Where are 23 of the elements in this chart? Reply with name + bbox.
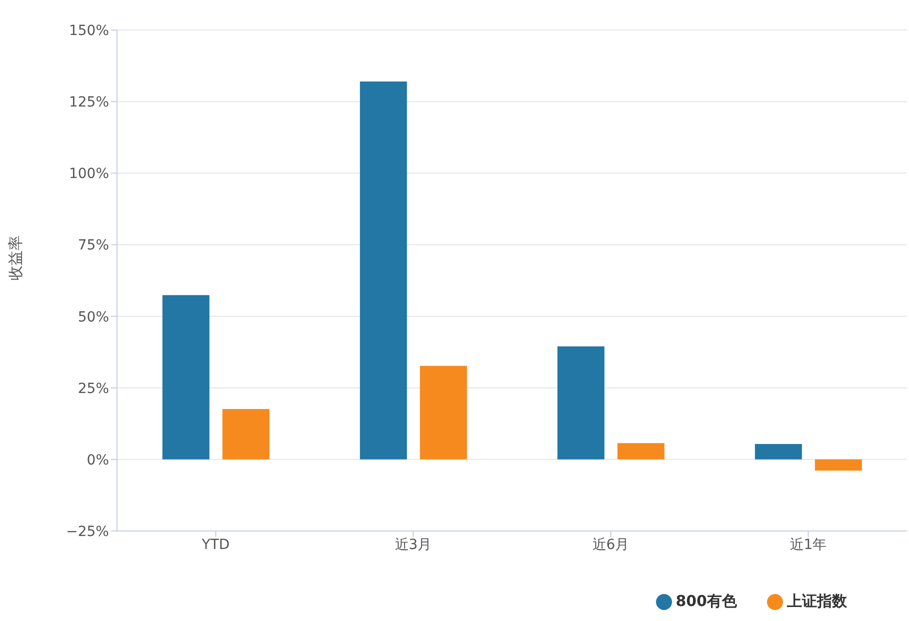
bar: [162, 295, 210, 460]
bar: [222, 409, 270, 460]
bar: [617, 443, 664, 460]
y-tick-label: 150%: [68, 22, 109, 39]
bar: [420, 366, 467, 460]
y-axis-title: 收益率: [6, 236, 24, 280]
y-tick-label: 25%: [78, 380, 109, 397]
y-tick-label: 100%: [68, 166, 109, 182]
legend-label: 800有色: [676, 592, 737, 610]
bar: [814, 459, 862, 471]
bar: [557, 346, 604, 460]
y-tick-label: 75%: [78, 238, 109, 254]
bar: [360, 82, 407, 460]
x-tick-label: 近1年: [790, 536, 827, 553]
y-tick-label: 0%: [86, 452, 109, 468]
x-tick-label: 近3月: [394, 536, 432, 553]
y-tick-label: 50%: [78, 309, 109, 326]
x-tick-label: YTD: [200, 536, 230, 553]
y-tick-label: 125%: [68, 94, 109, 111]
legend-label: 上证指数: [787, 592, 847, 610]
bar: [754, 444, 802, 460]
x-tick-label: 近6月: [592, 536, 630, 553]
y-tick-label: −25%: [66, 524, 109, 540]
